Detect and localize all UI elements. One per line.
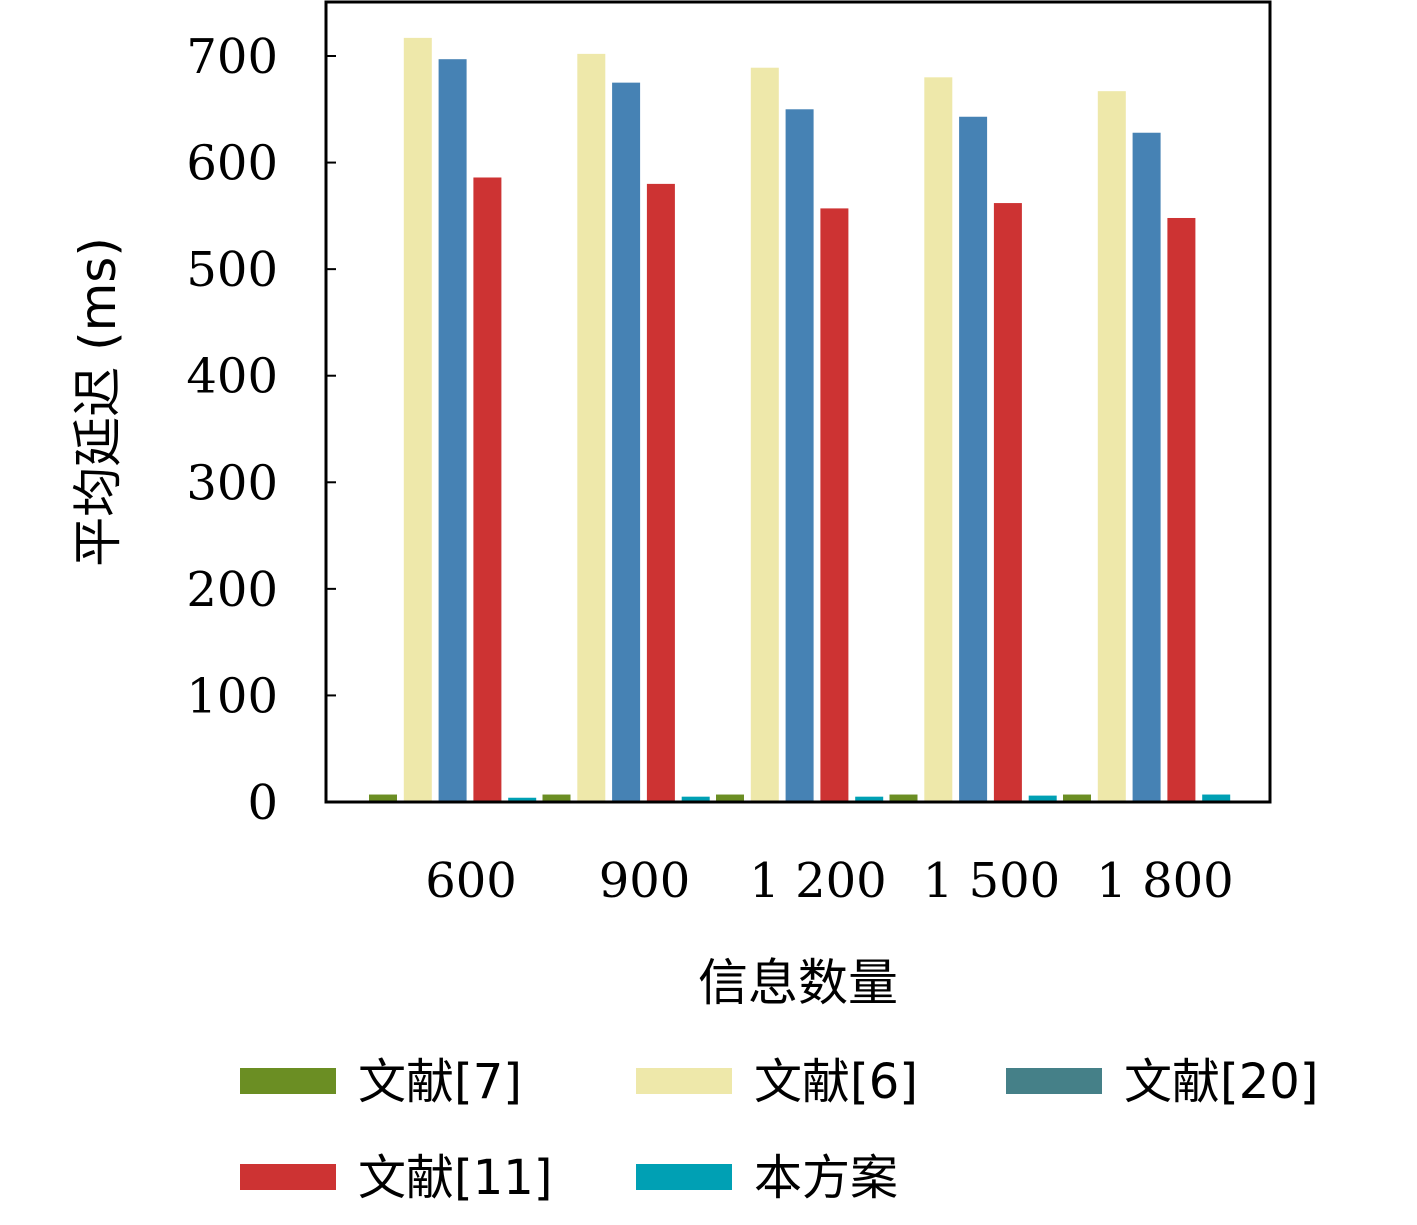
bar — [612, 82, 641, 802]
x-tick-label: 1 800 — [1096, 853, 1233, 909]
bar — [473, 177, 502, 802]
x-tick-label: 600 — [425, 853, 517, 909]
bar — [1097, 91, 1126, 802]
legend-label: 文献[20] — [1124, 1054, 1319, 1110]
bar — [403, 37, 432, 802]
legend: 文献[7] 文献[6] 文献[20] 文献[11] 本方案 — [240, 1054, 1319, 1206]
y-axis-title: 平均延迟 (ms) — [69, 237, 127, 567]
bar — [993, 203, 1022, 802]
bar — [1132, 132, 1161, 802]
x-axis-ticks: 600 900 1 200 1 500 1 800 — [425, 853, 1234, 909]
x-tick-label: 1 500 — [923, 853, 1060, 909]
x-tick-label: 1 200 — [749, 853, 886, 909]
bar — [1167, 217, 1196, 802]
bar — [716, 794, 744, 802]
legend-label: 本方案 — [754, 1150, 898, 1206]
bar — [1028, 795, 1057, 802]
bar — [785, 109, 814, 803]
legend-swatch — [636, 1068, 732, 1094]
bar — [1063, 794, 1091, 802]
y-tick-label: 300 — [186, 455, 278, 511]
legend-label: 文献[7] — [358, 1054, 522, 1110]
bar — [820, 208, 849, 802]
bar — [889, 794, 918, 802]
legend-swatch — [636, 1164, 732, 1190]
bar — [577, 53, 606, 802]
y-tick-label: 700 — [186, 29, 278, 85]
bar — [646, 183, 675, 802]
bar — [924, 77, 953, 803]
x-axis-title: 信息数量 — [698, 954, 898, 1012]
y-tick-label: 400 — [186, 349, 278, 405]
x-tick-label: 900 — [599, 853, 691, 909]
bar — [855, 796, 884, 802]
y-tick-label: 0 — [247, 775, 278, 831]
plot-frame — [324, 0, 1272, 804]
bars-group — [369, 37, 1231, 803]
legend-label: 文献[11] — [358, 1150, 553, 1206]
y-tick-label: 500 — [186, 242, 278, 298]
y-tick-label: 600 — [186, 136, 278, 192]
legend-swatch — [240, 1068, 336, 1094]
y-tick-label: 200 — [186, 562, 278, 618]
bar — [508, 797, 537, 802]
bar — [681, 796, 710, 802]
bar — [369, 794, 397, 802]
y-tick-label: 100 — [186, 668, 278, 724]
bar — [750, 67, 779, 803]
y-axis-ticks: 0 100 200 300 400 500 600 700 — [186, 29, 336, 831]
bar — [959, 116, 988, 802]
legend-swatch — [240, 1164, 336, 1190]
legend-swatch — [1006, 1068, 1102, 1094]
legend-label: 文献[6] — [754, 1054, 918, 1110]
bar — [542, 794, 571, 802]
bar — [438, 59, 467, 802]
bar — [1202, 794, 1231, 802]
